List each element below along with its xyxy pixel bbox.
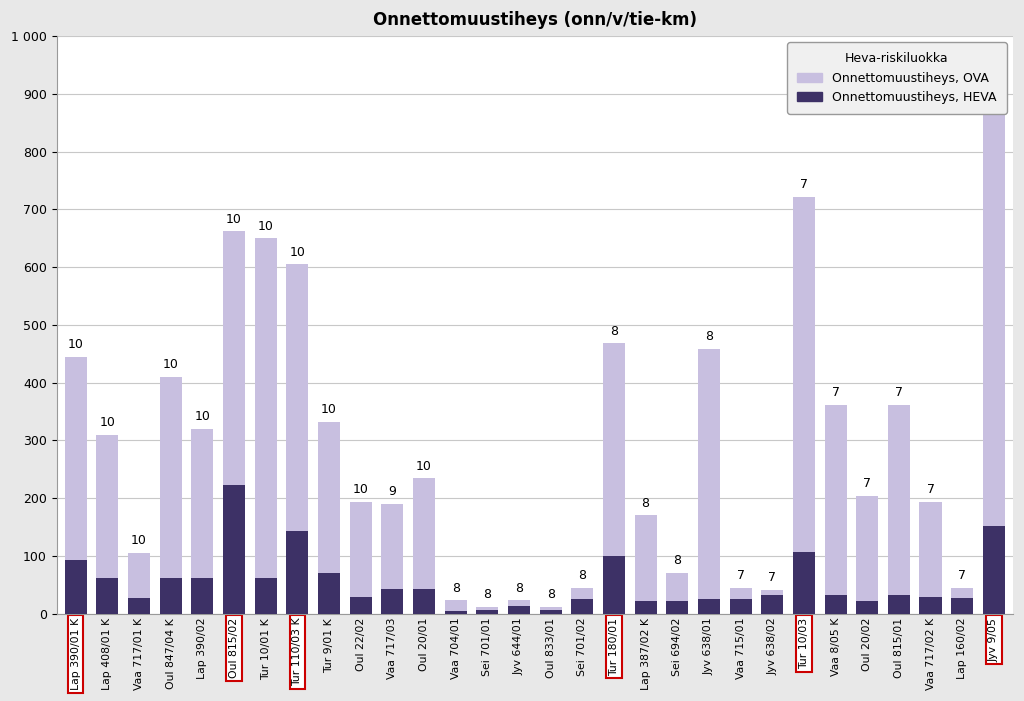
Bar: [540, 606, 562, 610]
Bar: [888, 405, 910, 594]
Bar: [667, 573, 688, 601]
Bar: [191, 429, 213, 578]
Legend: Onnettomuustiheys, OVA, Onnettomuustiheys, HEVA: Onnettomuustiheys, OVA, Onnettomuustihey…: [787, 43, 1007, 114]
Text: 7: 7: [800, 178, 808, 191]
Bar: [160, 578, 182, 613]
Bar: [540, 610, 562, 613]
Bar: [571, 599, 593, 613]
Bar: [223, 485, 245, 613]
Text: 8: 8: [483, 588, 492, 601]
Bar: [793, 197, 815, 552]
Text: 10: 10: [131, 534, 147, 547]
Bar: [983, 115, 1005, 526]
Bar: [413, 590, 435, 613]
Text: 7: 7: [990, 96, 998, 109]
Text: 7: 7: [863, 477, 871, 490]
Bar: [128, 553, 151, 598]
Text: 7: 7: [736, 569, 744, 583]
Text: 10: 10: [416, 460, 432, 472]
Text: 8: 8: [705, 330, 713, 343]
Text: 7: 7: [927, 483, 935, 496]
Bar: [888, 594, 910, 613]
Bar: [951, 598, 973, 613]
Bar: [317, 573, 340, 613]
Bar: [255, 578, 276, 613]
Bar: [223, 231, 245, 485]
Text: 10: 10: [163, 358, 178, 371]
Text: 8: 8: [452, 582, 460, 594]
Text: 8: 8: [579, 569, 587, 583]
Bar: [635, 601, 656, 613]
Bar: [667, 601, 688, 613]
Text: 9: 9: [388, 485, 396, 498]
Text: 8: 8: [547, 588, 555, 601]
Text: 10: 10: [322, 403, 337, 416]
Bar: [381, 589, 403, 613]
Bar: [761, 590, 783, 594]
Bar: [729, 588, 752, 599]
Bar: [65, 560, 87, 613]
Text: 10: 10: [99, 416, 116, 429]
Bar: [444, 611, 467, 613]
Bar: [603, 556, 625, 613]
Bar: [96, 578, 119, 613]
Bar: [349, 597, 372, 613]
Bar: [128, 598, 151, 613]
Bar: [160, 377, 182, 578]
Bar: [317, 422, 340, 573]
Bar: [476, 610, 499, 613]
Text: 7: 7: [831, 386, 840, 400]
Bar: [96, 435, 119, 578]
Bar: [856, 601, 879, 613]
Bar: [381, 504, 403, 589]
Text: 10: 10: [226, 212, 242, 226]
Bar: [856, 496, 879, 601]
Bar: [571, 588, 593, 599]
Bar: [287, 264, 308, 531]
Text: 10: 10: [258, 219, 273, 233]
Bar: [697, 349, 720, 599]
Bar: [761, 594, 783, 613]
Text: 7: 7: [768, 571, 776, 584]
Bar: [349, 502, 372, 597]
Bar: [444, 600, 467, 611]
Text: 8: 8: [673, 554, 681, 567]
Text: 10: 10: [68, 338, 84, 351]
Bar: [476, 606, 499, 610]
Text: 10: 10: [290, 245, 305, 259]
Bar: [824, 594, 847, 613]
Text: 8: 8: [610, 325, 617, 338]
Text: 8: 8: [642, 497, 649, 510]
Bar: [287, 531, 308, 613]
Text: 7: 7: [895, 386, 903, 400]
Text: 10: 10: [195, 410, 210, 423]
Bar: [697, 599, 720, 613]
Text: 8: 8: [515, 582, 523, 594]
Bar: [729, 599, 752, 613]
Bar: [413, 479, 435, 590]
Bar: [191, 578, 213, 613]
Bar: [920, 597, 942, 613]
Bar: [508, 600, 530, 606]
Text: 7: 7: [958, 569, 967, 582]
Bar: [793, 552, 815, 613]
Bar: [951, 587, 973, 598]
Bar: [824, 405, 847, 594]
Bar: [603, 343, 625, 556]
Bar: [635, 515, 656, 601]
Title: Onnettomuustiheys (onn/v/tie-km): Onnettomuustiheys (onn/v/tie-km): [373, 11, 696, 29]
Bar: [983, 526, 1005, 613]
Text: 10: 10: [352, 484, 369, 496]
Bar: [508, 606, 530, 613]
Bar: [255, 238, 276, 578]
Bar: [920, 502, 942, 597]
Bar: [65, 357, 87, 560]
